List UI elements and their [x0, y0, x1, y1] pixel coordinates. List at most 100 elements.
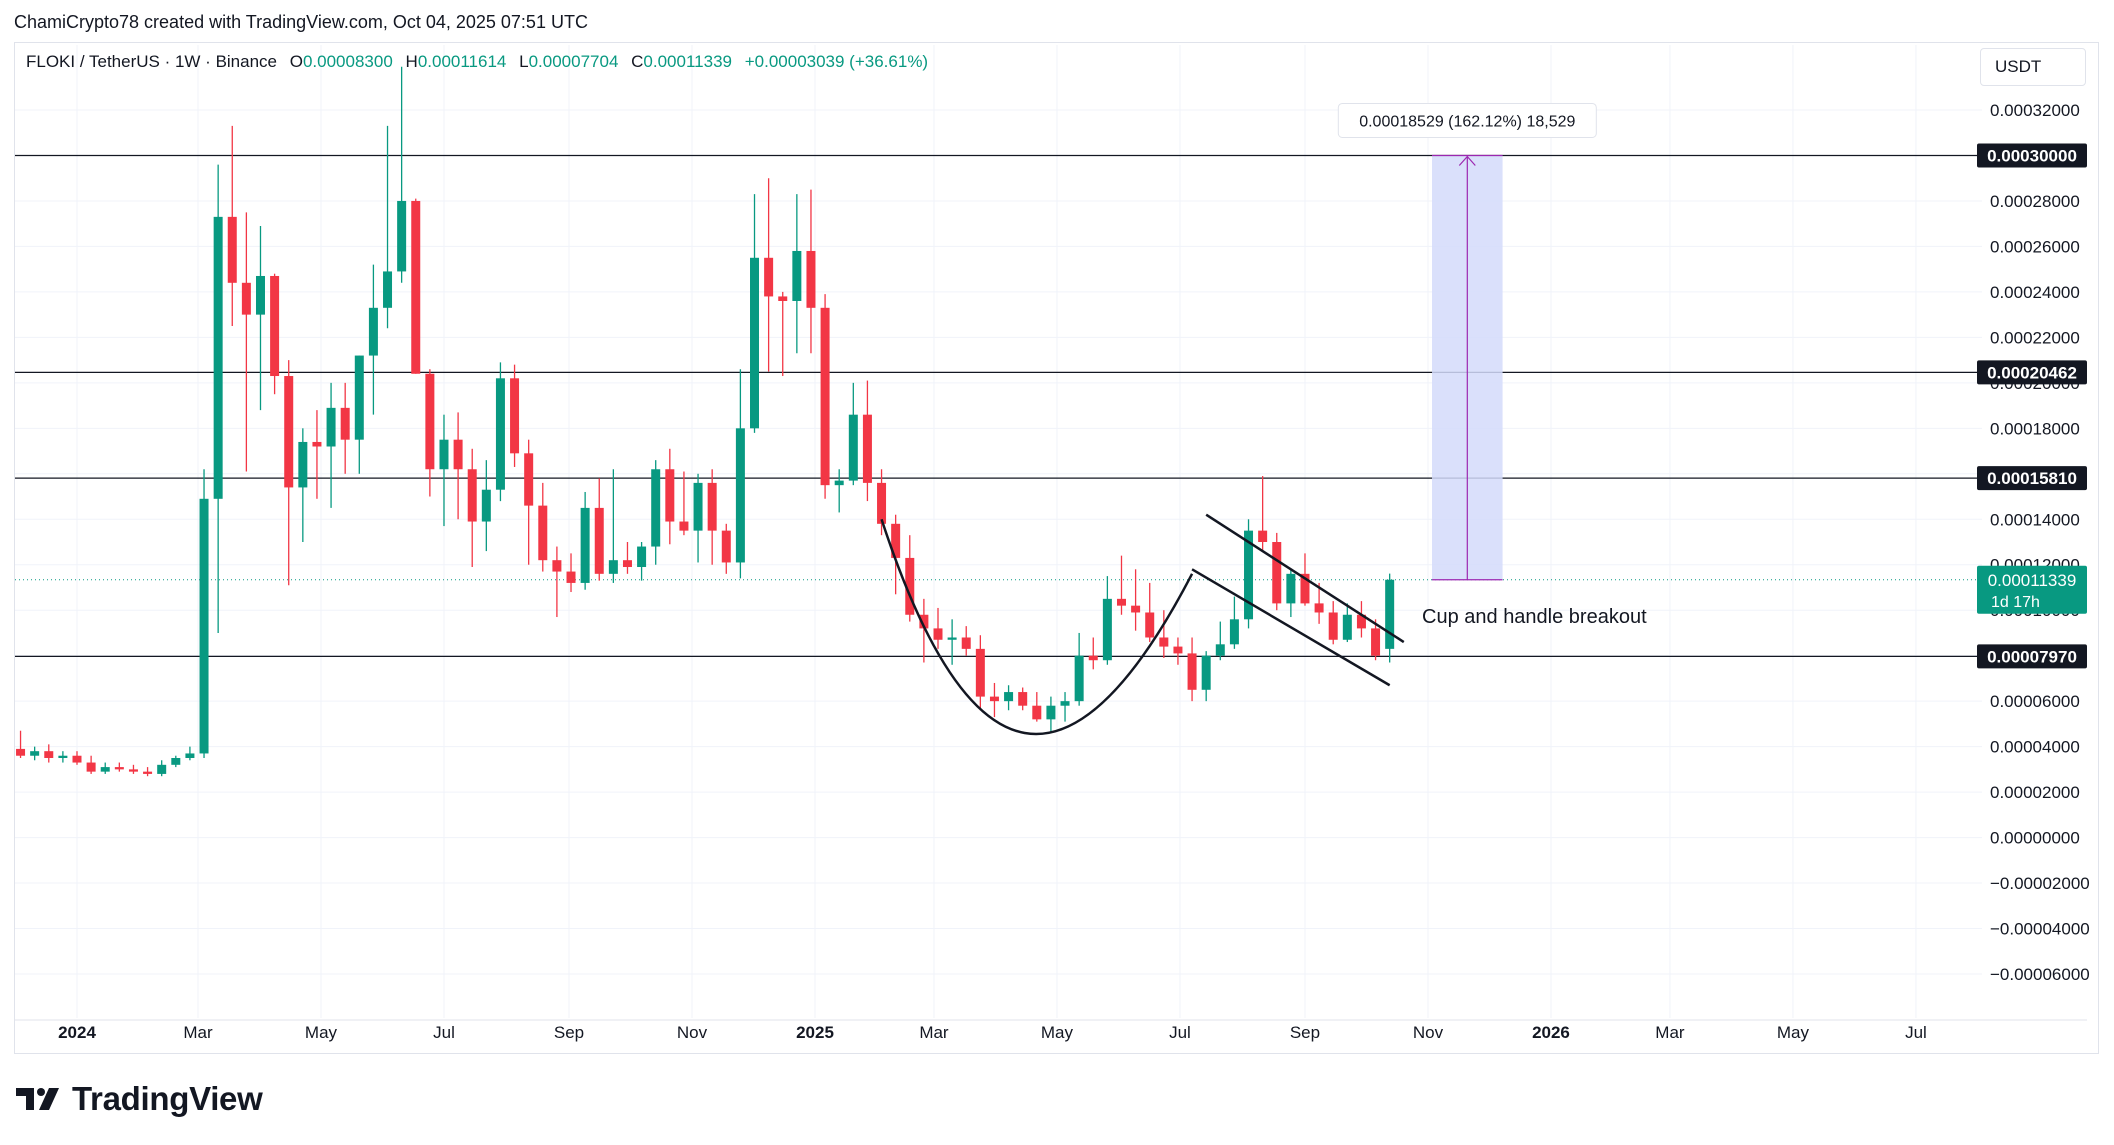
x-axis-tick-label: Sep	[1290, 1023, 1320, 1042]
candle-body	[1342, 614, 1352, 640]
candle-body	[538, 505, 548, 561]
candle-body	[679, 521, 689, 531]
low-label: L	[519, 52, 529, 71]
handle-upper-line	[1205, 513, 1405, 644]
candle-body	[227, 216, 237, 283]
candle-body	[566, 571, 576, 583]
candle	[143, 767, 153, 777]
currency-button[interactable]: USDT	[1980, 48, 2086, 86]
candle	[1173, 637, 1183, 665]
candle-body	[1201, 655, 1211, 690]
candle-body	[453, 439, 463, 470]
candle	[495, 362, 505, 502]
horizontal-levels-layer	[15, 154, 1982, 657]
candle-body	[114, 767, 124, 770]
y-axis-tick-label: 0.00002000	[1990, 783, 2080, 802]
candle	[862, 380, 872, 502]
candle-body	[1102, 598, 1112, 661]
candle-body	[764, 257, 774, 297]
axes-layer: 0.00032000 0.00030000 0.00028000 0.00026000…	[15, 101, 2090, 1042]
candle	[750, 194, 760, 433]
drawings-layer: Cup and handle breakout	[880, 513, 1647, 736]
candle	[439, 414, 449, 527]
candle-body	[255, 275, 265, 315]
candle	[1088, 637, 1098, 670]
candle	[1074, 632, 1084, 706]
chart-frame[interactable]	[14, 42, 2099, 1054]
candle-body	[552, 560, 562, 572]
candle	[538, 482, 548, 572]
candle	[213, 164, 223, 633]
x-axis-tick-label: Mar	[183, 1023, 213, 1042]
candle	[270, 273, 280, 395]
candle-body	[975, 648, 985, 697]
candle	[383, 125, 393, 329]
candle	[1286, 569, 1296, 618]
projection-label-box	[1337, 102, 1597, 138]
last-price-tag-label: 0.00011339	[1988, 571, 2077, 590]
candle	[1244, 519, 1254, 629]
x-axis-tick-label: Sep	[554, 1023, 584, 1042]
candle	[128, 764, 138, 774]
candle-body	[806, 250, 816, 308]
y-axis-tick-label: 0.00006000	[1990, 692, 2080, 711]
candle	[877, 469, 887, 536]
candle-body	[1385, 579, 1395, 649]
candle-body	[411, 200, 421, 374]
candle	[199, 469, 209, 758]
candle	[1060, 692, 1070, 722]
candle	[1004, 685, 1014, 711]
candle-body	[1088, 655, 1098, 661]
candle	[397, 66, 407, 283]
symbol-title: FLOKI / TetherUS · 1W · Binance	[26, 52, 277, 71]
open-value: 0.00008300	[302, 52, 393, 71]
open-label: O	[289, 52, 303, 71]
candle	[524, 439, 534, 565]
chart-credit: ChamiCrypto78 created with TradingView.c…	[14, 12, 588, 32]
projection-arrow-head	[1458, 155, 1476, 166]
candle-body	[326, 407, 336, 447]
y-axis-tick-label: 0.00014000	[1990, 510, 2080, 529]
candle	[1215, 621, 1225, 661]
candle	[1342, 603, 1352, 643]
candle-body	[1074, 655, 1084, 702]
price-chart[interactable]: 0.00018529 (162.12%) 18,529 Cup and hand…	[0, 0, 2114, 1065]
candle	[1356, 601, 1366, 638]
y-axis-tick-label: 0.00000000	[1990, 829, 2080, 848]
x-axis-tick-label: 2024	[58, 1023, 96, 1042]
annotation-text: Cup and handle breakout	[1422, 606, 1647, 628]
candle	[30, 746, 40, 761]
low-value: 0.00007704	[528, 52, 619, 71]
candle-body	[270, 275, 280, 377]
candle	[961, 626, 971, 656]
y-axis-tick-label: 0.00032000	[1990, 101, 2080, 120]
candle	[778, 291, 788, 377]
level-price-tag	[1977, 644, 2087, 669]
candle-body	[397, 200, 407, 272]
candle	[72, 751, 82, 765]
candle	[411, 198, 421, 374]
candle	[1385, 573, 1395, 663]
candle-body	[185, 753, 195, 758]
candle	[1328, 601, 1338, 645]
candle	[16, 730, 26, 758]
candle	[651, 460, 661, 565]
candle-body	[848, 414, 858, 481]
candle-body	[1272, 542, 1282, 604]
candle-body	[637, 546, 647, 568]
candle	[298, 428, 308, 542]
x-axis-tick-label: Nov	[1413, 1023, 1444, 1042]
candle-body	[1046, 705, 1056, 720]
tradingview-brand[interactable]: TradingView	[16, 1080, 263, 1118]
candle-body	[1145, 612, 1155, 638]
candle	[552, 546, 562, 618]
candle-body	[1244, 530, 1254, 620]
candle-body	[693, 482, 703, 531]
candle	[1102, 576, 1112, 665]
candle	[594, 478, 604, 581]
tradingview-logo-icon	[16, 1088, 59, 1110]
candle	[580, 491, 590, 590]
candle-body	[1173, 646, 1183, 654]
candle-body	[30, 751, 40, 756]
y-axis-tick-label: −0.00004000	[1990, 920, 2090, 939]
